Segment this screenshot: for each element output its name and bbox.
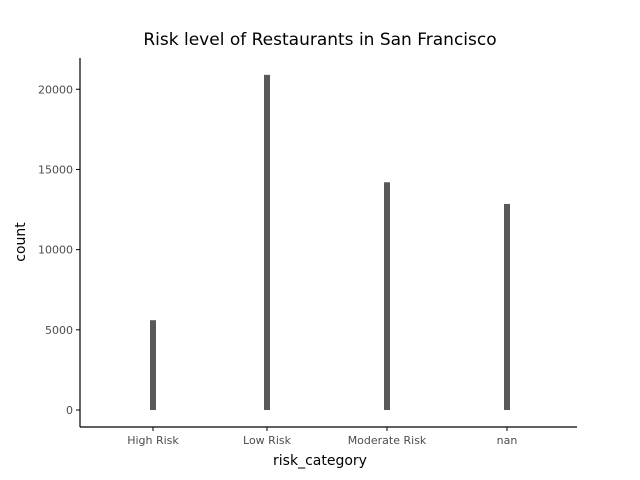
y-tick-label: 20000 xyxy=(38,83,73,96)
bars xyxy=(150,74,510,411)
y-tick-label: 10000 xyxy=(38,244,73,257)
y-tick-label: 15000 xyxy=(38,163,73,176)
bar xyxy=(150,320,156,411)
bar xyxy=(384,182,390,411)
y-axis-title: count xyxy=(13,222,29,262)
x-tick-label: Low Risk xyxy=(243,434,292,447)
bar xyxy=(264,74,270,411)
y-tick-label: 5000 xyxy=(45,324,73,337)
chart-title: Risk level of Restaurants in San Francis… xyxy=(143,30,496,50)
x-axis-title: risk_category xyxy=(273,453,367,469)
y-tick-label: 0 xyxy=(66,404,73,417)
x-axis-ticks: High Risk Low Risk Moderate Risk nan xyxy=(127,427,517,447)
bar xyxy=(504,203,510,411)
x-tick-label: nan xyxy=(497,434,518,447)
x-tick-label: Moderate Risk xyxy=(348,434,427,447)
y-axis-ticks: 0 5000 10000 15000 20000 xyxy=(38,83,80,417)
x-tick-label: High Risk xyxy=(127,434,179,447)
